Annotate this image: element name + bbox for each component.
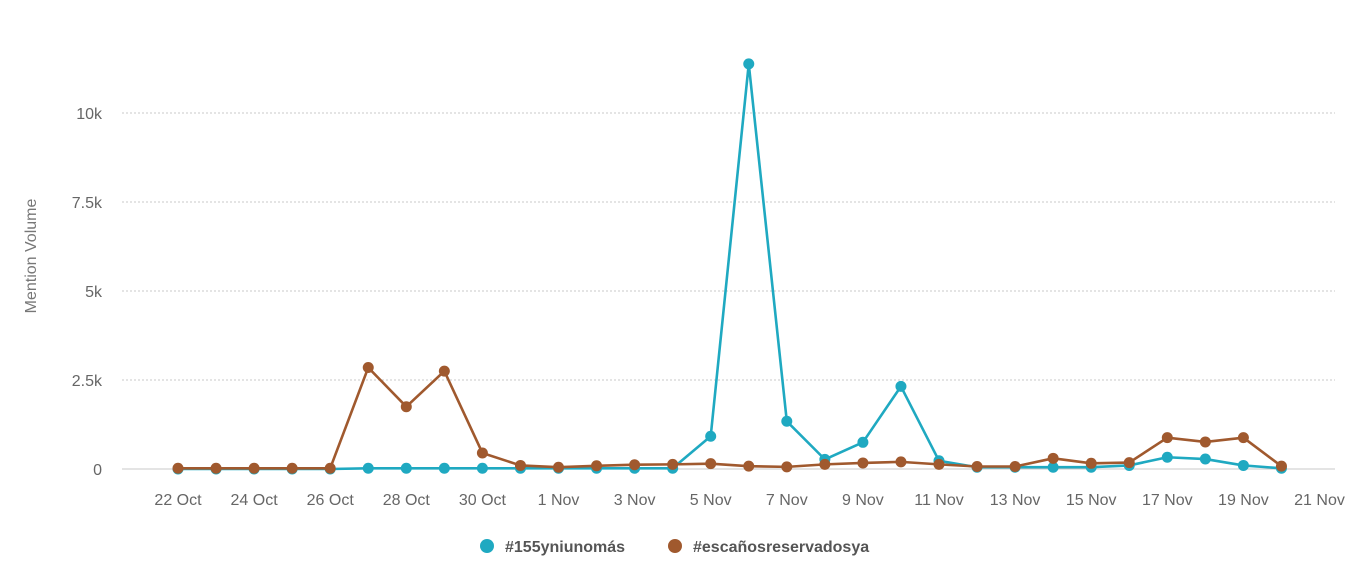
x-tick-label: 1 Nov [538,492,580,509]
data-point[interactable] [324,462,336,474]
x-tick-label: 15 Nov [1066,492,1117,509]
data-point[interactable] [1237,432,1249,444]
data-point[interactable] [781,461,793,473]
data-point[interactable] [705,458,717,470]
data-point[interactable] [743,58,755,70]
data-point[interactable] [1047,461,1059,473]
data-point[interactable] [476,462,488,474]
data-point[interactable] [362,362,374,374]
data-point[interactable] [362,462,374,474]
data-point[interactable] [1123,457,1135,469]
y-tick-label: 5k [85,284,103,301]
data-point[interactable] [1085,457,1097,469]
data-point[interactable] [400,462,412,474]
x-tick-label: 3 Nov [614,492,656,509]
legend-label: #escañosreservadosya [693,539,869,556]
x-tick-label: 26 Oct [307,492,355,509]
data-point[interactable] [781,415,793,427]
data-point[interactable] [400,401,412,413]
data-point[interactable] [248,462,260,474]
x-tick-label: 11 Nov [914,492,964,509]
x-tick-label: 9 Nov [842,492,884,509]
data-point[interactable] [1275,460,1287,472]
data-point[interactable] [667,458,679,470]
data-point[interactable] [438,462,450,474]
series-0 [172,58,1287,475]
y-tick-label: 2.5k [72,373,103,390]
data-point[interactable] [172,462,184,474]
y-tick-label: 7.5k [72,195,103,212]
data-point[interactable] [857,457,869,469]
x-tick-label: 5 Nov [690,492,732,509]
data-point[interactable] [210,462,222,474]
gridlines [122,112,1335,470]
x-axis-ticks: 22 Oct 24 Oct 26 Oct 28 Oct 30 Oct 1 Nov 3 Nov… [154,492,1344,509]
y-axis-ticks: 0 2.5k 5k 7.5k 10k [72,106,103,479]
x-tick-label: 13 Nov [990,492,1041,509]
data-point[interactable] [514,459,526,471]
data-point[interactable] [476,447,488,459]
x-tick-label: 7 Nov [766,492,808,509]
x-tick-label: 22 Oct [154,492,202,509]
data-point[interactable] [591,460,603,472]
data-point[interactable] [743,460,755,472]
x-tick-label: 21 Nov [1294,492,1345,509]
series-line [176,366,1283,470]
x-tick-label: 24 Oct [231,492,279,509]
data-point[interactable] [819,458,831,470]
data-point[interactable] [629,459,641,471]
series-line [176,62,1283,471]
y-tick-label: 10k [76,106,103,123]
data-point[interactable] [705,430,717,442]
data-point[interactable] [553,461,564,473]
y-tick-label: 0 [93,462,102,479]
series-1 [172,362,1287,474]
data-point[interactable] [1199,453,1211,465]
data-point[interactable] [1161,432,1173,444]
data-point[interactable] [1047,452,1059,464]
data-point[interactable] [971,461,983,473]
data-point[interactable] [438,365,450,377]
data-point[interactable] [895,456,907,468]
data-point[interactable] [895,380,907,392]
legend[interactable]: #155yniunomás #escañosreservadosya [480,539,869,556]
data-point[interactable] [933,458,945,470]
data-point[interactable] [1237,459,1249,471]
x-tick-label: 19 Nov [1218,492,1269,509]
legend-item[interactable]: #escañosreservadosya [668,539,869,556]
data-point[interactable] [1161,451,1173,463]
data-point[interactable] [286,462,298,474]
legend-label: #155yniunomás [505,539,625,556]
data-point[interactable] [857,436,869,448]
data-point[interactable] [1199,436,1211,448]
x-tick-label: 17 Nov [1142,492,1193,509]
legend-item[interactable]: #155yniunomás [480,539,625,556]
x-tick-label: 28 Oct [383,492,431,509]
x-tick-label: 30 Oct [459,492,507,509]
legend-marker [668,539,682,553]
data-point[interactable] [1009,461,1021,473]
legend-marker [480,539,494,553]
y-axis-title: Mention Volume [23,199,40,314]
series-lines [172,58,1287,475]
